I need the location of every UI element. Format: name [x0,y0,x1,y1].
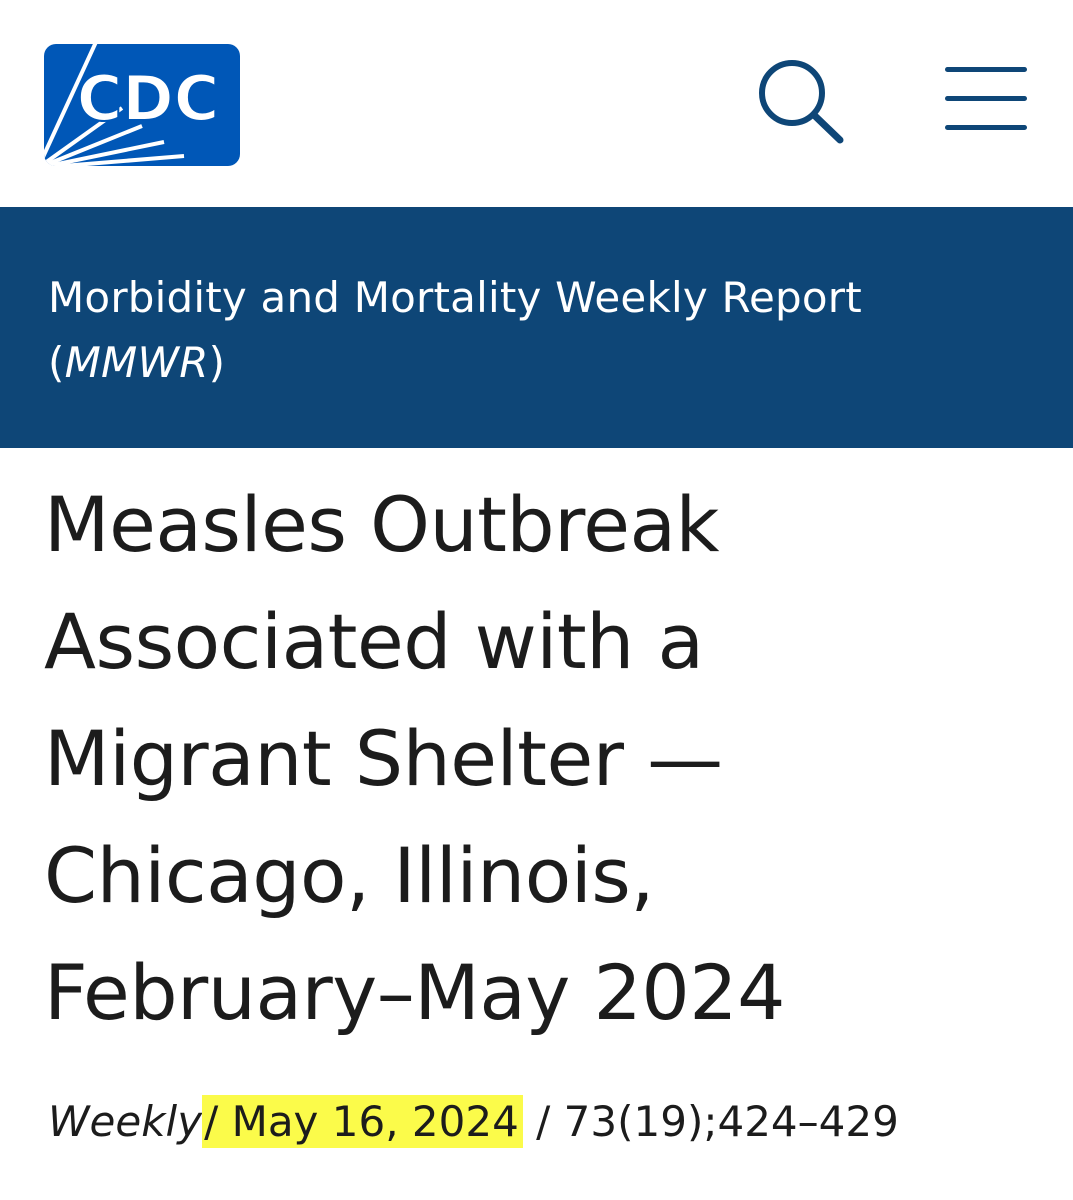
article-title-line: Migrant Shelter — [44,714,723,803]
cdc-logo[interactable]: CDC [44,44,240,166]
search-icon [759,60,844,144]
mmwr-abbr-open: ( [48,338,65,387]
separator: / [536,1097,551,1146]
article-title: Measles Outbreak Associated with a Migra… [44,466,1044,1051]
hamburger-menu-icon-line [945,96,1027,101]
mmwr-title-link[interactable]: Morbidity and Mortality Weekly Report (M… [48,265,1038,395]
hamburger-menu-icon [945,67,1027,72]
article-title-line: February–May 2024 [44,948,785,1037]
separator: / [204,1097,219,1146]
series-label: Weekly [48,1097,203,1146]
cdc-logo-icon: CDC [44,44,240,166]
mmwr-title: Morbidity and Mortality Weekly Report [48,273,862,322]
publication-date: May 16, 2024 [231,1097,519,1146]
article-title-line: Measles Outbreak [44,480,720,569]
search-button[interactable] [752,56,848,152]
citation: 73(19);424–429 [563,1097,899,1146]
menu-button[interactable] [940,58,1034,140]
article-title-line: Chicago, Illinois, [44,831,655,920]
publication-info: Weekly/ May 16, 2024 / 73(19);424–429 [48,1092,1048,1152]
highlighted-date: / May 16, 2024 [202,1095,523,1148]
article-title-line: Associated with a [44,597,704,686]
hamburger-menu-icon-line [945,125,1027,130]
cdc-logo-text: CDC [77,62,219,135]
mmwr-abbr-close: ) [208,338,226,387]
mmwr-abbr: MMWR [64,338,209,387]
site-header: CDC [0,0,1073,207]
mmwr-banner: Morbidity and Mortality Weekly Report (M… [0,207,1073,448]
